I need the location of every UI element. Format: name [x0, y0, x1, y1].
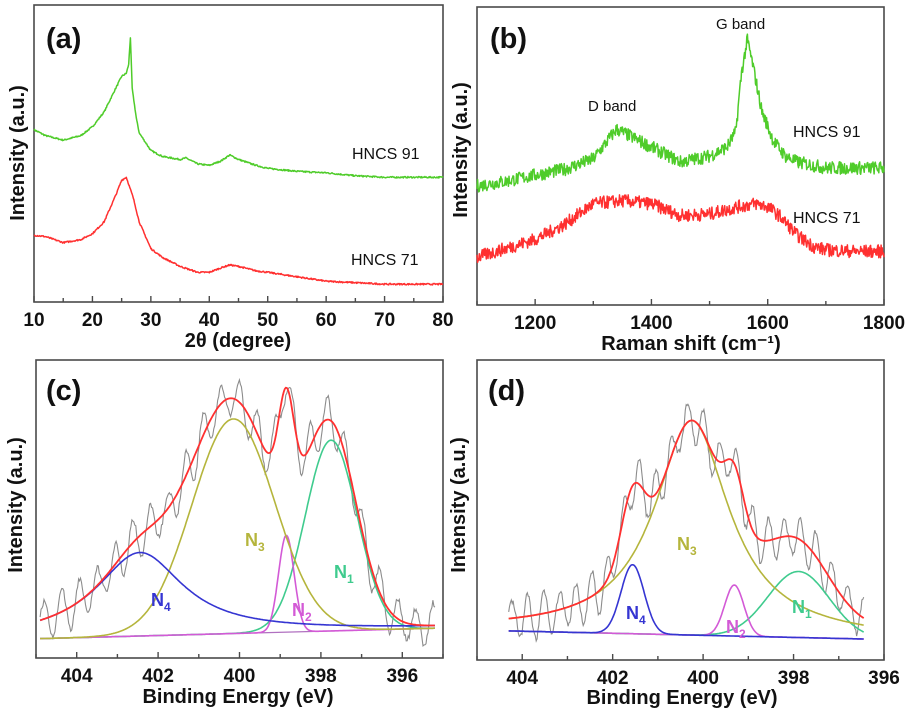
x-tick-label: 1800: [863, 313, 905, 334]
y-axis-label: Intensity (a.u.): [7, 85, 29, 221]
series-line-hncs-91: [476, 33, 885, 193]
panel-label: (c): [46, 375, 81, 407]
n4-peak-label: N4: [151, 590, 171, 614]
plot-frame: [476, 6, 885, 306]
x-tick-label: 70: [374, 310, 395, 331]
component-n3-line: [40, 418, 435, 640]
x-tick-label: 80: [432, 310, 453, 331]
raw-data-line: [508, 403, 865, 643]
x-tick-label: 400: [224, 666, 256, 687]
y-axis-label: Intensity (a.u.): [448, 437, 470, 573]
x-tick-label: 400: [687, 668, 719, 689]
envelope-fit-line: [508, 419, 865, 620]
x-tick-label: 1400: [630, 313, 672, 334]
component-n1-line: [40, 439, 435, 640]
x-tick-label: 404: [506, 668, 538, 689]
x-tick-label: 1200: [514, 313, 556, 334]
y-axis-label: Intensity (a.u.): [5, 437, 27, 573]
x-axis-label: Binding Energy (eV): [586, 687, 777, 709]
x-tick-label: 1600: [747, 313, 789, 334]
series-label: HNCS 91: [352, 146, 420, 163]
x-tick-label: 396: [386, 666, 418, 687]
x-tick-label: 396: [868, 668, 900, 689]
x-tick-label: 402: [142, 666, 174, 687]
raw-data-line: [39, 377, 436, 648]
y-axis-label: Intensity (a.u.): [450, 82, 472, 218]
panel-label: (d): [488, 375, 525, 407]
component-n4-line: [508, 563, 864, 640]
plot-frame: [476, 359, 885, 661]
panel-label: (a): [46, 23, 81, 55]
series-label: HNCS 91: [793, 124, 861, 141]
d-band-annotation: D band: [588, 98, 636, 115]
n3-peak-label: N3: [245, 530, 265, 554]
series-label: HNCS 71: [351, 252, 419, 269]
component-n2-line: [40, 534, 435, 640]
n1-peak-label: N1: [792, 597, 812, 621]
series-line-hncs-71: [33, 176, 444, 286]
g-band-annotation: G band: [716, 16, 765, 33]
n1-peak-label: N1: [334, 562, 354, 586]
n3-peak-label: N3: [677, 534, 697, 558]
x-axis-label: 2θ (degree): [185, 330, 291, 352]
x-tick-label: 20: [82, 310, 103, 331]
x-tick-label: 10: [23, 310, 44, 331]
x-axis-label: Raman shift (cm⁻¹): [601, 333, 780, 355]
panel-label: (b): [490, 23, 527, 55]
x-axis-label: Binding Energy (eV): [142, 686, 333, 708]
x-tick-label: 402: [597, 668, 629, 689]
panel-d: Intensity (a.u.) Binding Energy (eV) 404…: [448, 359, 900, 709]
component-n4-line: [39, 551, 435, 627]
panel-a: Intensity (a.u.) 2θ (degree) 10 20 30 40 50 6…: [7, 4, 454, 352]
plot-frame: [35, 359, 444, 659]
n2-peak-label: N2: [292, 600, 312, 624]
series-line-hncs-71: [476, 194, 885, 264]
envelope-fit-line: [39, 386, 435, 627]
x-tick-label: 398: [305, 666, 337, 687]
x-tick-label: 60: [316, 310, 337, 331]
x-tick-label: 50: [257, 310, 278, 331]
x-tick-label: 40: [199, 310, 220, 331]
series-label: HNCS 71: [793, 210, 861, 227]
x-tick-label: 30: [140, 310, 161, 331]
component-n1-line: [508, 570, 865, 636]
panel-b: Intensity (a.u.) Raman shift (cm⁻¹) 1200…: [450, 6, 905, 355]
series-line-hncs-91: [33, 37, 444, 179]
panel-c: Intensity (a.u.) Binding Energy (eV) 404…: [5, 359, 444, 708]
n4-peak-label: N4: [626, 603, 646, 627]
n2-peak-label: N2: [726, 617, 746, 641]
x-tick-label: 398: [778, 668, 810, 689]
x-tick-label: 404: [61, 666, 93, 687]
